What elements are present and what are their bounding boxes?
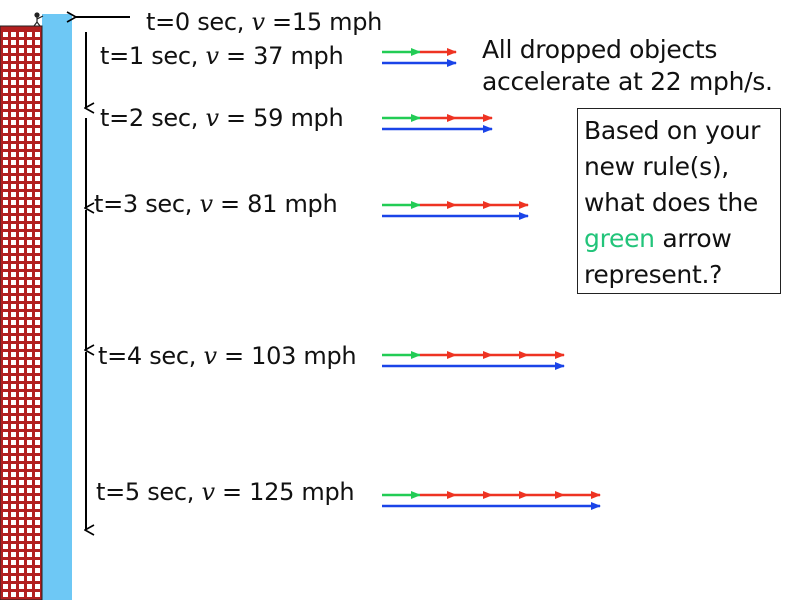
label-t0: t=0 sec, v =15 mph: [146, 8, 383, 36]
question-box: Based on your new rule(s), what does the…: [577, 108, 781, 294]
label-t1: t=1 sec, v = 37 mph: [100, 42, 344, 70]
arrow-row-2: [382, 114, 493, 133]
building: [0, 25, 43, 600]
statement-line-1: All dropped objects: [482, 35, 718, 64]
velocity-arrow-rows: [382, 48, 601, 510]
sky-strip: [42, 14, 72, 600]
label-t5: t=5 sec, v = 125 mph: [96, 478, 355, 506]
arrow-row-3: [382, 201, 529, 220]
question-line-5: represent.?: [584, 260, 723, 289]
label-t2: t=2 sec, v = 59 mph: [100, 104, 344, 132]
label-t3: t=3 sec, v = 81 mph: [94, 190, 338, 218]
arrow-row-1: [382, 48, 457, 67]
question-line-4: green arrow: [584, 224, 732, 253]
arrow-row-5: [382, 491, 601, 510]
person-on-roof-icon: [33, 12, 44, 27]
question-line-1: Based on your: [584, 116, 761, 145]
statement-line-2: accelerate at 22 mph/s.: [482, 67, 773, 96]
question-line-2: new rule(s),: [584, 152, 729, 181]
acceleration-statement: All dropped objects accelerate at 22 mph…: [482, 34, 773, 98]
label-t4: t=4 sec, v = 103 mph: [98, 342, 357, 370]
green-word: green: [584, 224, 655, 253]
arrow-row-4: [382, 351, 565, 370]
question-line-3: what does the: [584, 188, 759, 217]
